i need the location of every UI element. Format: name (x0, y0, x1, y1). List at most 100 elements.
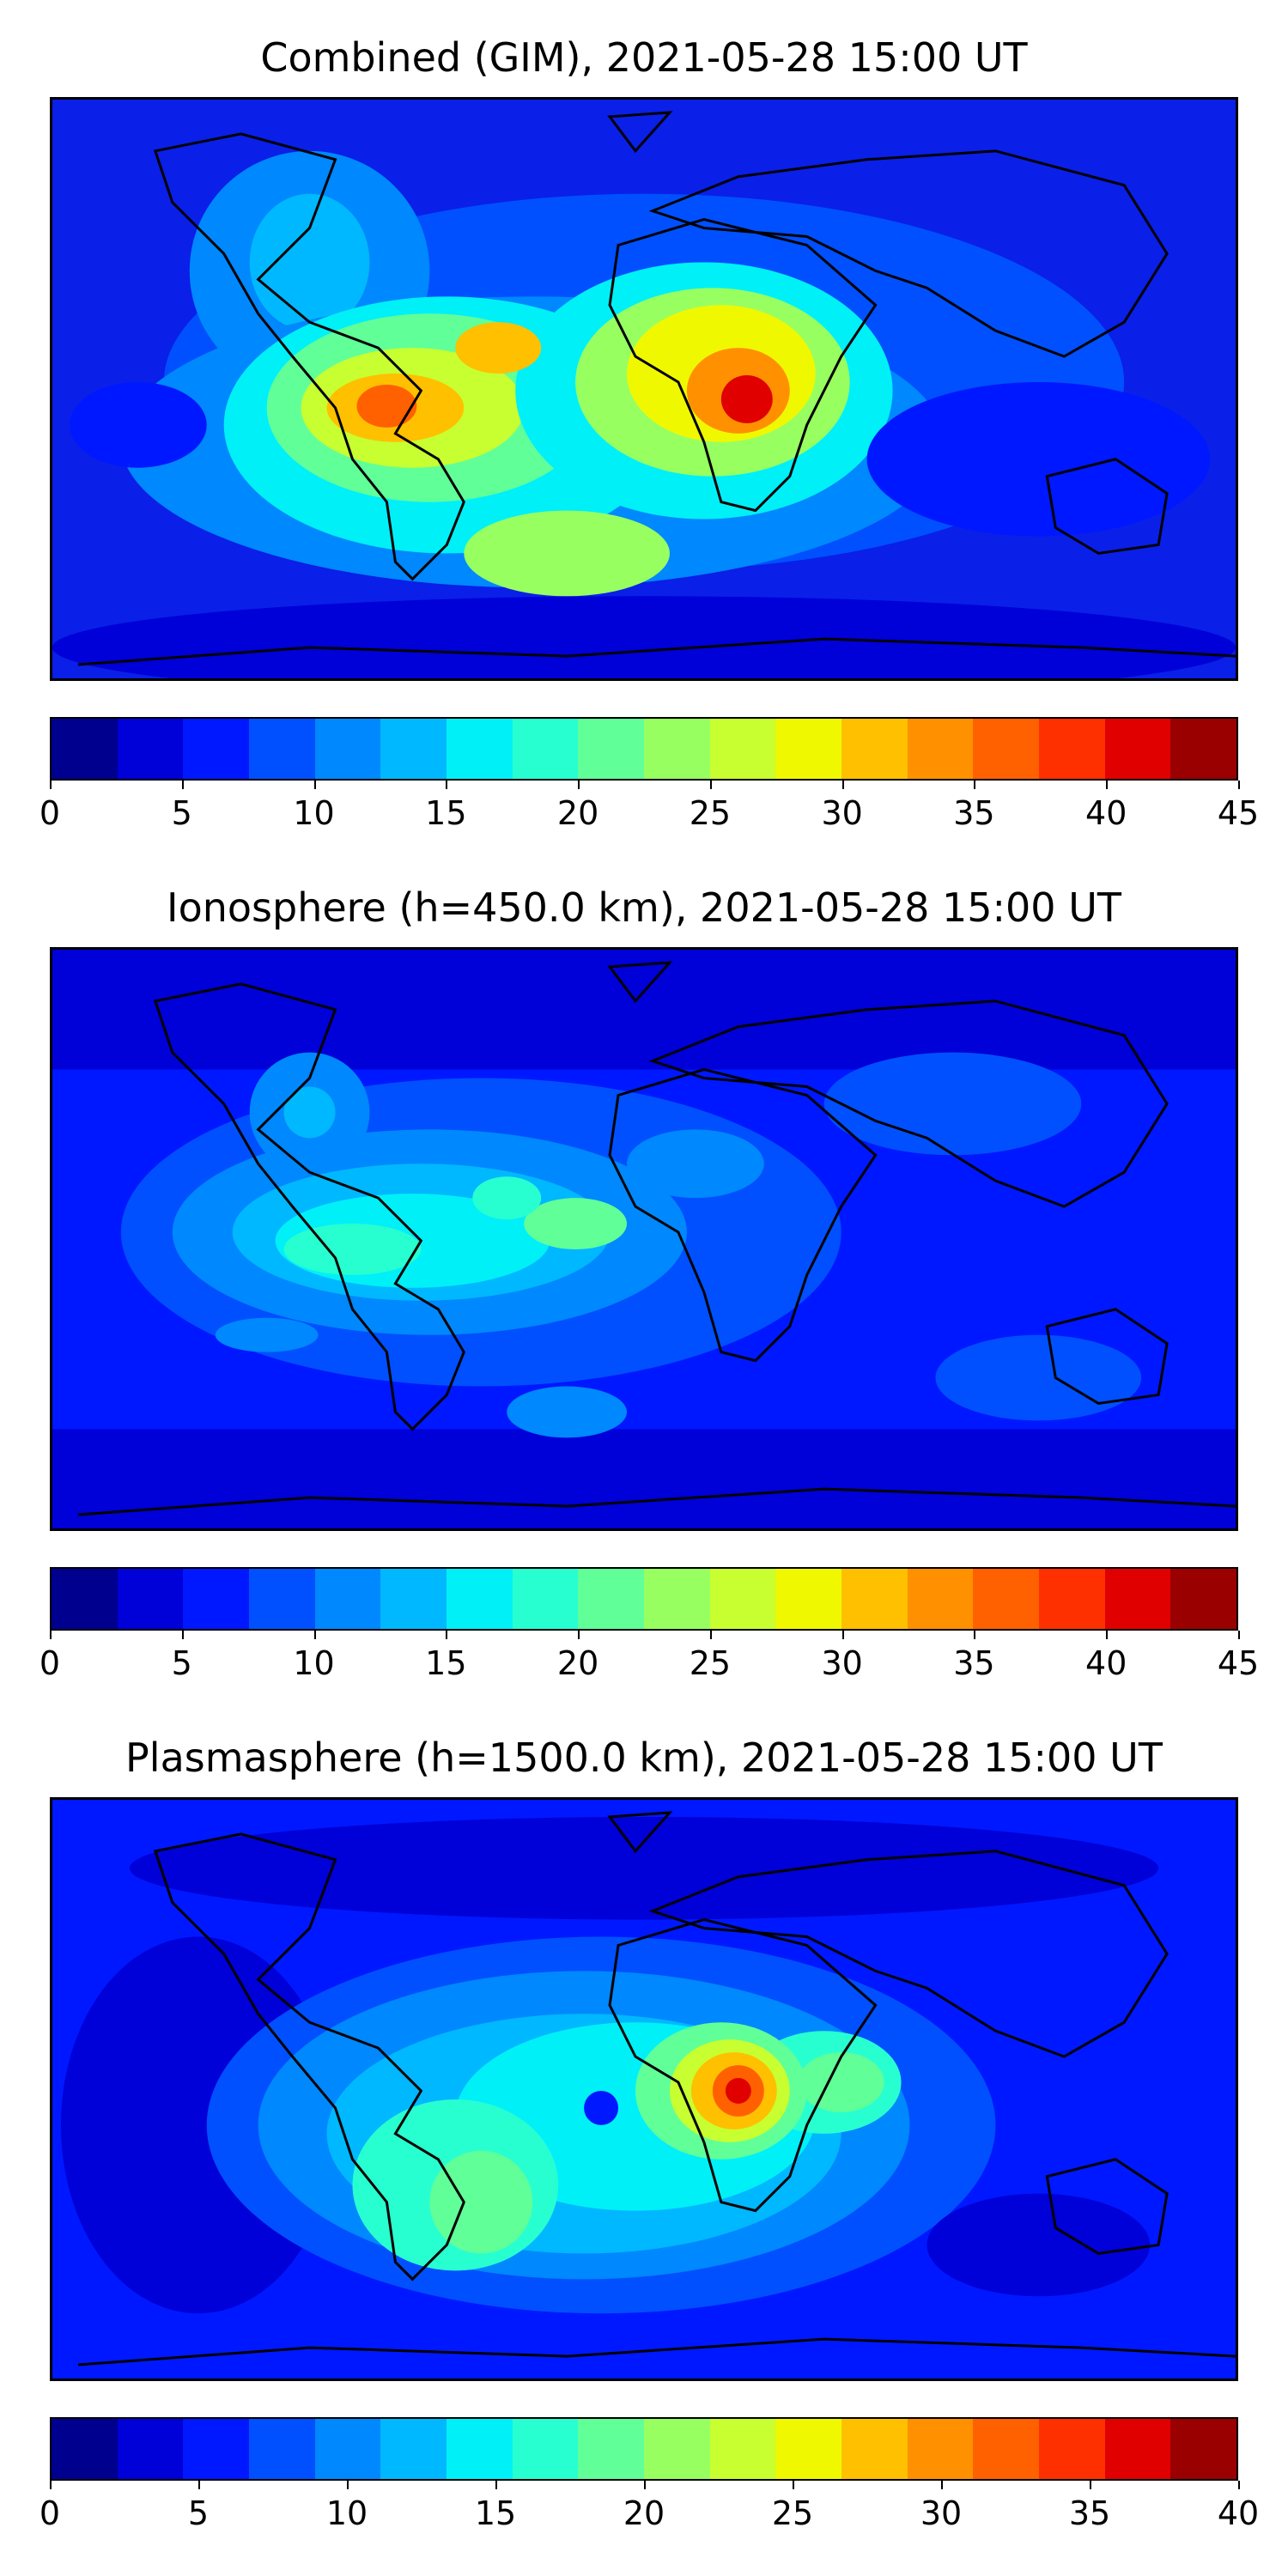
colorbar-tick-label: 45 (1217, 794, 1260, 832)
panel-2-colorbar (50, 1567, 1238, 1631)
colorbar-segment (973, 719, 1040, 779)
colorbar-segment (512, 2419, 579, 2479)
colorbar-tick-label: 30 (821, 1644, 863, 1682)
colorbar-tick (313, 781, 316, 789)
colorbar-tick (50, 1631, 52, 1639)
colorbar-segment (249, 1569, 315, 1629)
colorbar-tick-label: 10 (293, 1644, 335, 1682)
colorbar-tick (974, 781, 976, 789)
colorbar-segment (314, 2419, 381, 2479)
colorbar-segment (1170, 2419, 1237, 2479)
colorbar-segment (52, 2419, 118, 2479)
panel-1-colorbar (50, 717, 1238, 781)
colorbar-tick-label: 35 (1068, 2494, 1111, 2532)
colorbar-segment (578, 719, 645, 779)
colorbar-segment (314, 719, 381, 779)
colorbar-segment (1039, 2419, 1105, 2479)
panel-3-colorbar-ticks: 0 5 10 15 20 25 30 35 40 (39, 2481, 1259, 2532)
panel-1-map (50, 97, 1238, 681)
colorbar-segment (775, 2419, 842, 2479)
colorbar-segment (1104, 2419, 1171, 2479)
colorbar-tick (198, 2481, 200, 2489)
colorbar-tick (1090, 2481, 1091, 2489)
colorbar-tick (313, 1631, 316, 1639)
colorbar-segment (775, 719, 842, 779)
panel-3-title: Plasmasphere (h=1500.0 km), 2021-05-28 1… (125, 1735, 1163, 1781)
colorbar-tick-label: 45 (1217, 1644, 1260, 1682)
colorbar-tick (1238, 1631, 1240, 1639)
colorbar-tick (181, 781, 184, 789)
colorbar-tick-label: 5 (171, 794, 192, 832)
panel-1-colorbar-ticks: 0 5 10 15 20 25 30 35 40 45 (39, 781, 1259, 832)
colorbar-segment (907, 719, 974, 779)
colorbar-segment (775, 1569, 842, 1629)
colorbar-segment (249, 719, 315, 779)
colorbar-segment (314, 1569, 381, 1629)
colorbar-segment (841, 1569, 908, 1629)
colorbar-segment (117, 2419, 184, 2479)
colorbar-segment (1104, 1569, 1171, 1629)
combined-tec-map (52, 100, 1236, 678)
colorbar-segment (380, 719, 447, 779)
plasmasphere-tec-map (52, 1800, 1236, 2379)
panel-3-colorbar (50, 2417, 1238, 2481)
colorbar-segment (117, 1569, 184, 1629)
colorbar-segment (578, 1569, 645, 1629)
colorbar-tick-label: 25 (771, 2494, 814, 2532)
colorbar-segment (709, 2419, 776, 2479)
colorbar-segment (1104, 719, 1171, 779)
colorbar-tick (1238, 781, 1240, 789)
colorbar-segment (973, 1569, 1040, 1629)
panel-3-map (50, 1797, 1238, 2381)
colorbar-segment (52, 719, 118, 779)
colorbar-segment (183, 2419, 250, 2479)
colorbar-segment (841, 2419, 908, 2479)
colorbar-tick-label: 15 (425, 794, 467, 832)
panel-2-colorbar-ticks: 0 5 10 15 20 25 30 35 40 45 (39, 1631, 1259, 1682)
colorbar-tick-label: 20 (556, 1644, 599, 1682)
colorbar-tick-label: 10 (293, 794, 335, 832)
colorbar-tick-label: 0 (39, 1644, 61, 1682)
colorbar-tick-label: 25 (689, 1644, 732, 1682)
colorbar-tick (709, 781, 712, 789)
colorbar-tick-label: 0 (39, 794, 61, 832)
ionosphere-tec-map (52, 950, 1236, 1528)
colorbar-tick-label: 30 (920, 2494, 963, 2532)
colorbar-segment (380, 1569, 447, 1629)
colorbar-tick-label: 35 (953, 1644, 995, 1682)
colorbar-segment (973, 2419, 1040, 2479)
colorbar-tick-label: 20 (556, 794, 599, 832)
colorbar-segment (709, 719, 776, 779)
colorbar-tick (974, 1631, 976, 1639)
colorbar-segment (512, 719, 579, 779)
colorbar-segment (709, 1569, 776, 1629)
colorbar-tick-label: 10 (325, 2494, 368, 2532)
colorbar-segment (183, 719, 250, 779)
colorbar-segment (117, 719, 184, 779)
colorbar-segment (1170, 1569, 1237, 1629)
colorbar-tick-label: 40 (1085, 794, 1127, 832)
colorbar-tick (709, 1631, 712, 1639)
colorbar-segment (1039, 719, 1105, 779)
colorbar-segment (447, 1569, 513, 1629)
colorbar-segment (1039, 1569, 1105, 1629)
colorbar-tick-label: 15 (425, 1644, 467, 1682)
colorbar-segment (183, 1569, 250, 1629)
colorbar-tick (50, 781, 52, 789)
colorbar-tick-label: 40 (1085, 1644, 1127, 1682)
colorbar-tick-label: 40 (1217, 2494, 1260, 2532)
colorbar-tick-label: 0 (39, 2494, 61, 2532)
colorbar-tick (1106, 1631, 1109, 1639)
colorbar-segment (841, 719, 908, 779)
colorbar-tick (50, 2481, 52, 2489)
colorbar-tick-label: 5 (187, 2494, 210, 2532)
colorbar-tick (793, 2481, 794, 2489)
colorbar-tick-label: 20 (623, 2494, 665, 2532)
colorbar-tick-label: 35 (953, 794, 995, 832)
colorbar-tick-label: 30 (821, 794, 863, 832)
colorbar-segment (907, 2419, 974, 2479)
colorbar-tick (495, 2481, 497, 2489)
colorbar-segment (52, 1569, 118, 1629)
colorbar-tick (347, 2481, 349, 2489)
colorbar-segment (249, 2419, 315, 2479)
